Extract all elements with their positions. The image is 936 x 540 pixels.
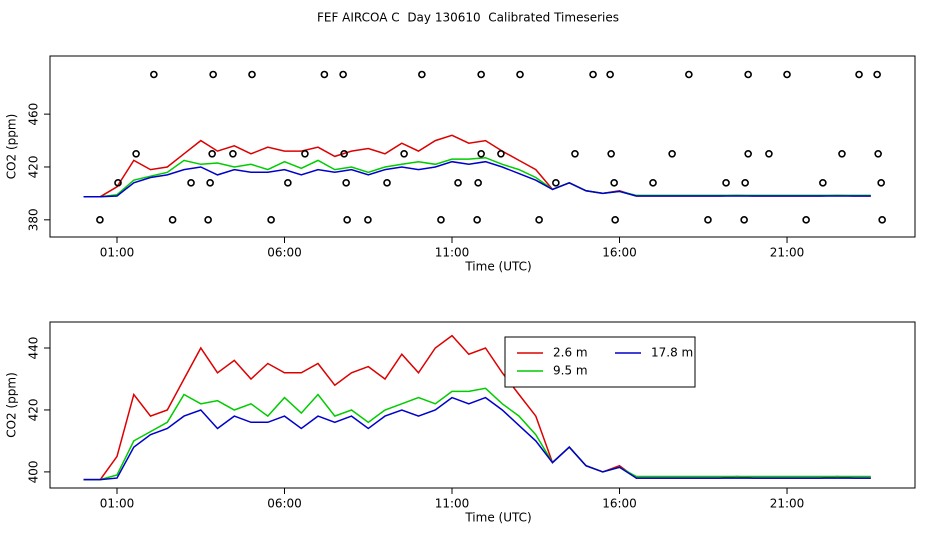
flag-point [132, 149, 140, 158]
y-tick-label: 380 [27, 208, 41, 231]
flag-point [802, 216, 810, 224]
flag-point [229, 149, 237, 158]
flag-point [535, 216, 543, 224]
series-line [83, 134, 871, 198]
flag-point [606, 70, 614, 79]
flag-point [114, 179, 122, 187]
flag-point [477, 70, 485, 79]
y-tick-label: 440 [27, 337, 41, 360]
x-tick-label: 21:00 [770, 246, 805, 260]
flag-point [340, 149, 348, 158]
y-tick-label: 420 [27, 399, 41, 422]
flag-point [610, 179, 618, 187]
flag-point [874, 149, 882, 158]
flag-point [474, 179, 482, 187]
flag-point [838, 149, 846, 158]
flag-point [383, 179, 391, 187]
flag-point [744, 149, 752, 158]
flag-point [877, 179, 885, 187]
series-line [83, 160, 871, 198]
flag-point [685, 70, 693, 79]
series-line [83, 396, 871, 481]
x-tick-label: 06:00 [267, 497, 302, 511]
flag-point [364, 216, 372, 224]
flag-point [187, 179, 195, 187]
flag-point [454, 179, 462, 187]
flag-point [284, 179, 292, 187]
flag-point [168, 216, 177, 224]
legend-label: 9.5 m [553, 364, 588, 378]
flag-point [342, 179, 350, 187]
flag-point [320, 70, 329, 79]
x-tick-label: 11:00 [435, 497, 470, 511]
flag-point [571, 149, 579, 158]
flag-point [301, 149, 309, 158]
flag-point [437, 216, 445, 224]
y-tick-label: 460 [27, 103, 41, 126]
flag-point [611, 216, 619, 224]
flag-point [150, 70, 158, 79]
flag-point [855, 70, 863, 79]
flag-point [497, 149, 505, 158]
flag-point [765, 149, 773, 158]
flag-point [819, 179, 827, 187]
flag-point [873, 70, 881, 79]
flag-point [248, 70, 256, 79]
flag-point [589, 70, 597, 79]
flag-point [473, 216, 481, 224]
flag-point [722, 179, 730, 187]
legend-box [504, 336, 696, 388]
flag-point [343, 216, 351, 224]
flag-point [96, 216, 104, 224]
x-tick-label: 01:00 [100, 497, 135, 511]
y-tick-label: 420 [27, 156, 41, 179]
plot-frame [49, 55, 916, 238]
flag-point [267, 216, 275, 224]
legend-label: 2.6 m [553, 346, 588, 360]
x-axis-label: Time (UTC) [464, 511, 531, 525]
x-axis-label: Time (UTC) [464, 260, 531, 274]
series-line [83, 387, 871, 481]
flag-point [204, 216, 212, 224]
x-tick-label: 21:00 [770, 497, 805, 511]
x-tick-label: 01:00 [100, 246, 135, 260]
flag-point [206, 179, 214, 187]
flag-point [339, 70, 347, 79]
legend-label: 17.8 m [651, 346, 693, 360]
y-axis-label: CO2 (ppm) [5, 372, 19, 438]
flag-point [418, 70, 426, 79]
flag-point [208, 149, 216, 158]
flag-point [740, 216, 748, 224]
flag-point [704, 216, 712, 224]
y-axis-label: CO2 (ppm) [5, 114, 19, 180]
x-tick-label: 11:00 [435, 246, 470, 260]
flag-point [783, 70, 791, 79]
flag-point [878, 216, 886, 224]
flag-point [400, 149, 408, 158]
flag-point [209, 70, 217, 79]
flag-point [649, 179, 657, 187]
x-tick-label: 06:00 [267, 246, 302, 260]
flag-point [668, 149, 676, 158]
flag-point [741, 179, 749, 187]
flag-point [744, 70, 752, 79]
flag-point [607, 149, 615, 158]
series-line [83, 334, 871, 481]
plot-frame [49, 321, 916, 489]
flag-point [477, 149, 485, 158]
flag-point [516, 70, 524, 79]
y-tick-label: 400 [27, 460, 41, 483]
x-tick-label: 16:00 [602, 497, 637, 511]
x-tick-label: 16:00 [602, 246, 637, 260]
chart-title: FEF AIRCOA C Day 130610 Calibrated Times… [317, 11, 619, 25]
flag-point [552, 179, 560, 187]
